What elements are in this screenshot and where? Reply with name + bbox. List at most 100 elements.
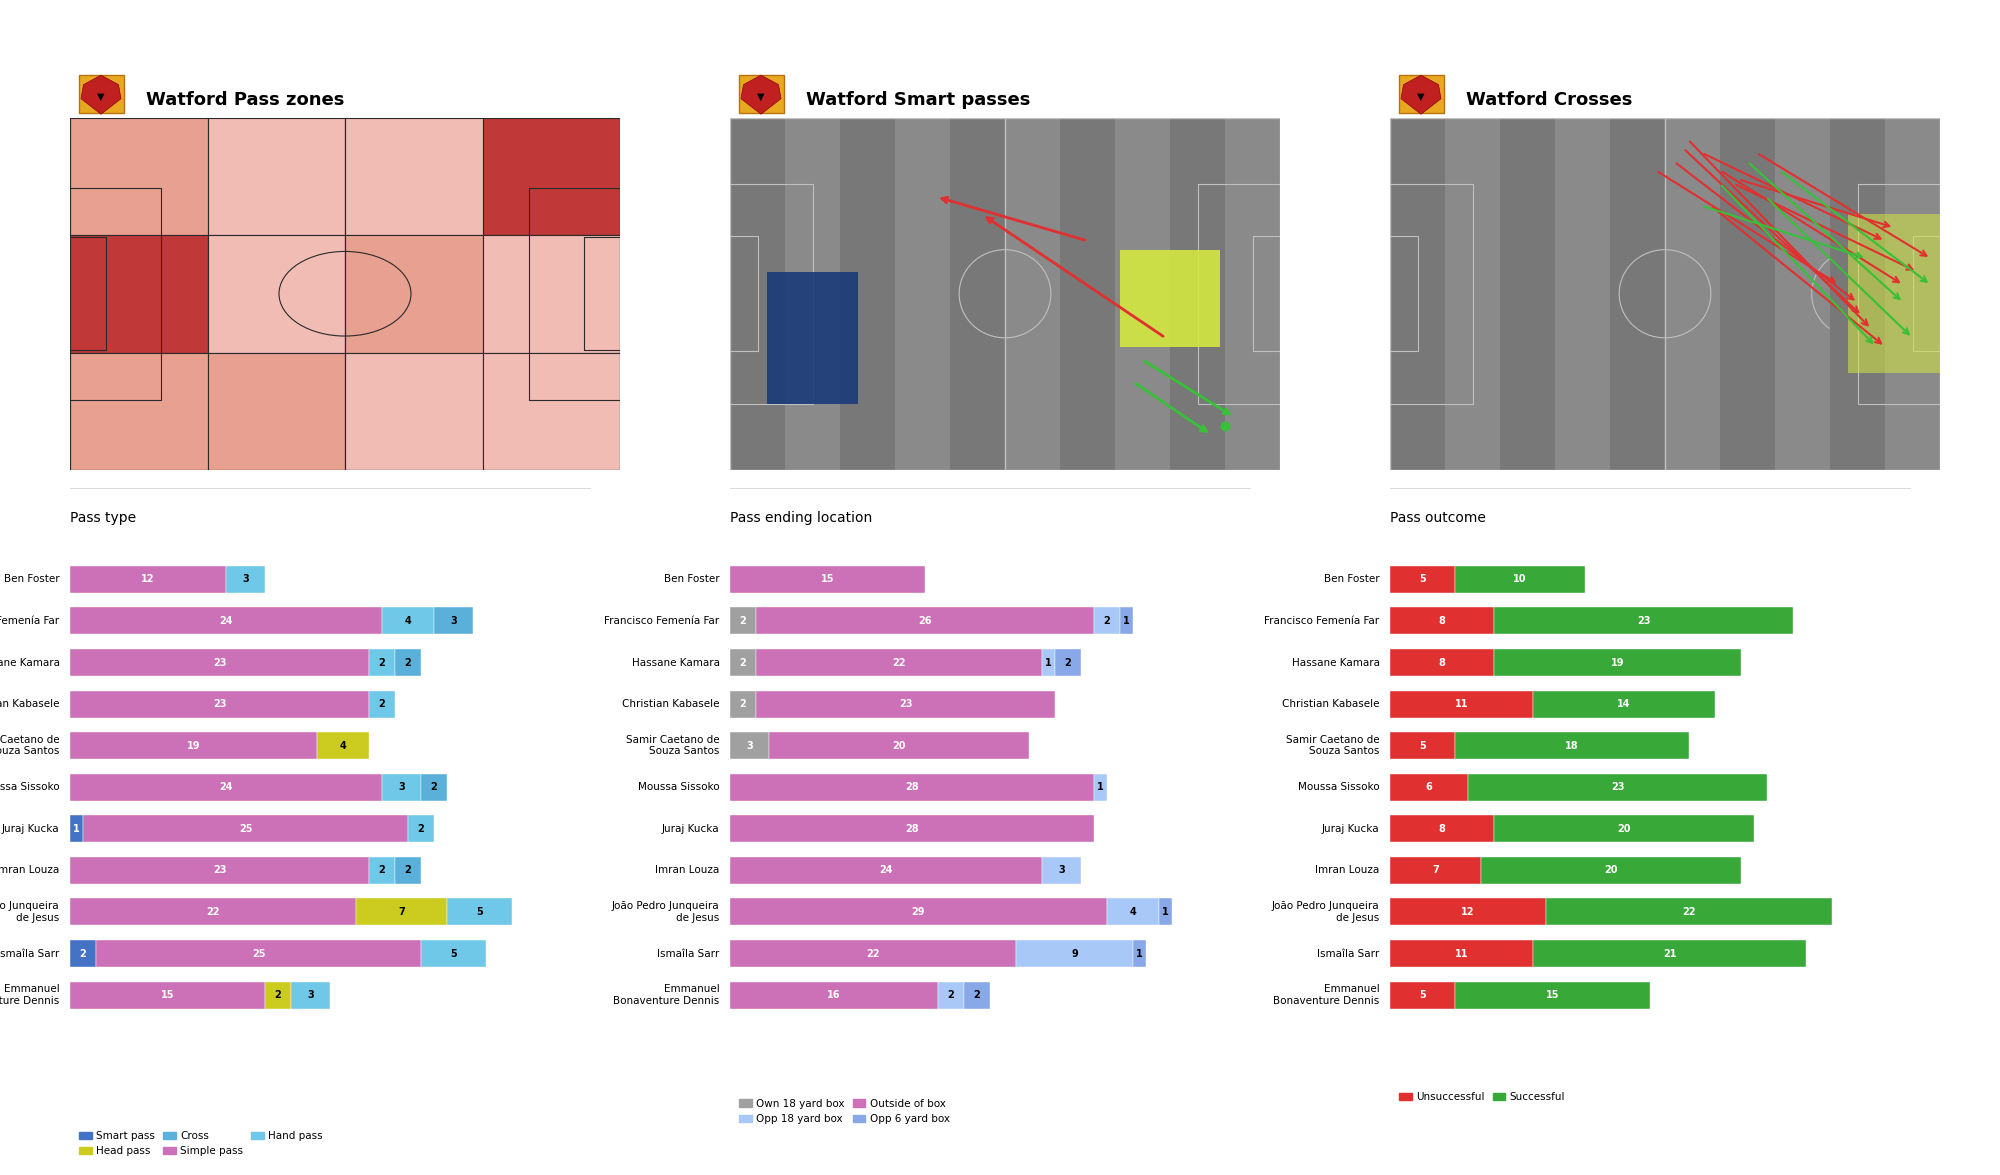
Bar	[1042, 857, 1080, 884]
Bar	[730, 899, 1108, 926]
Text: 1: 1	[1136, 948, 1142, 959]
Text: Juraj Kucka: Juraj Kucka	[2, 824, 60, 834]
Text: 3: 3	[1058, 866, 1064, 875]
Text: 25: 25	[238, 824, 252, 834]
Bar	[1610, 118, 1664, 470]
Bar	[1456, 732, 1688, 759]
Bar	[70, 566, 226, 593]
Text: 2: 2	[378, 699, 386, 709]
Bar	[96, 940, 422, 967]
Bar	[730, 566, 924, 593]
Bar	[208, 352, 346, 470]
Text: 4: 4	[1130, 907, 1136, 916]
Bar	[408, 815, 434, 842]
Text: Christian Kabasele: Christian Kabasele	[622, 699, 720, 709]
Bar	[756, 607, 1094, 634]
Bar	[1016, 940, 1132, 967]
Bar	[346, 118, 482, 235]
Bar	[1884, 118, 1940, 470]
Bar	[1160, 899, 1172, 926]
Text: 15: 15	[160, 991, 174, 1000]
Bar	[78, 75, 124, 113]
Text: 5: 5	[1420, 740, 1426, 751]
Bar	[1224, 118, 1280, 470]
Bar	[346, 352, 482, 470]
Text: Moussa Sissoko: Moussa Sissoko	[1298, 783, 1380, 792]
Bar	[70, 857, 370, 884]
Text: 2: 2	[1064, 658, 1072, 667]
Text: 8: 8	[1438, 824, 1446, 834]
Bar	[1456, 981, 1650, 1008]
Text: 23: 23	[212, 866, 226, 875]
Text: Ismaîla Sarr: Ismaîla Sarr	[1318, 948, 1380, 959]
Text: Francisco Femenía Far: Francisco Femenía Far	[0, 616, 60, 626]
Bar	[1556, 118, 1610, 470]
Text: Watford Smart passes: Watford Smart passes	[806, 90, 1030, 109]
Text: 7: 7	[398, 907, 404, 916]
Bar	[1120, 250, 1220, 347]
Bar	[784, 118, 840, 470]
Bar	[70, 732, 318, 759]
Text: 19: 19	[186, 740, 200, 751]
Text: 23: 23	[1636, 616, 1650, 626]
Bar	[1390, 566, 1456, 593]
Bar	[1494, 607, 1792, 634]
Text: Samir Caetano de
Souza Santos: Samir Caetano de Souza Santos	[626, 734, 720, 757]
Bar	[730, 732, 768, 759]
Bar	[70, 815, 84, 842]
Bar	[482, 118, 620, 235]
Text: 24: 24	[220, 616, 232, 626]
Text: 20: 20	[1618, 824, 1630, 834]
Text: 2: 2	[948, 991, 954, 1000]
Bar	[730, 773, 1094, 801]
Bar	[730, 857, 1042, 884]
Bar	[730, 607, 756, 634]
Text: Ben Foster: Ben Foster	[4, 575, 60, 584]
Text: 5: 5	[450, 948, 456, 959]
Legend: Own 18 yard box, Opp 18 yard box, Outside of box, Opp 6 yard box: Own 18 yard box, Opp 18 yard box, Outsid…	[736, 1094, 954, 1128]
Bar	[70, 981, 266, 1008]
Bar	[768, 732, 1028, 759]
Text: Moussa Sissoko: Moussa Sissoko	[0, 783, 60, 792]
Text: Hassane Kamara: Hassane Kamara	[1292, 658, 1380, 667]
Bar	[1390, 940, 1534, 967]
Bar	[356, 899, 448, 926]
Text: Hassane Kamara: Hassane Kamara	[0, 658, 60, 667]
Text: Samir Caetano de
Souza Santos: Samir Caetano de Souza Santos	[1286, 734, 1380, 757]
Bar	[70, 607, 382, 634]
Bar	[1664, 118, 1720, 470]
Text: 2: 2	[740, 616, 746, 626]
Text: 6: 6	[1426, 783, 1432, 792]
Bar	[346, 235, 482, 352]
Bar	[70, 649, 370, 676]
Text: 16: 16	[828, 991, 840, 1000]
Text: 10: 10	[1514, 575, 1526, 584]
Text: Francisco Femenía Far: Francisco Femenía Far	[604, 616, 720, 626]
Text: 24: 24	[880, 866, 892, 875]
Text: 1: 1	[1124, 616, 1130, 626]
Bar	[1390, 607, 1494, 634]
Bar	[1456, 566, 1584, 593]
Text: 2: 2	[740, 699, 746, 709]
Bar	[840, 118, 896, 470]
Bar	[950, 118, 1006, 470]
Bar	[1776, 118, 1830, 470]
Text: 22: 22	[1682, 907, 1696, 916]
Text: 3: 3	[398, 783, 404, 792]
Bar	[292, 981, 330, 1008]
Bar	[396, 649, 422, 676]
Bar	[396, 857, 422, 884]
Text: 2: 2	[378, 658, 386, 667]
Bar	[1534, 940, 1806, 967]
Text: 1: 1	[74, 824, 80, 834]
Bar	[70, 235, 208, 352]
Bar	[1848, 214, 1940, 374]
Text: Imran Louza: Imran Louza	[1316, 866, 1380, 875]
Bar	[482, 352, 620, 470]
Bar	[1500, 118, 1556, 470]
Text: 3: 3	[450, 616, 456, 626]
Text: 2: 2	[418, 824, 424, 834]
Text: 12: 12	[142, 575, 154, 584]
Bar	[422, 773, 448, 801]
Bar	[70, 773, 382, 801]
